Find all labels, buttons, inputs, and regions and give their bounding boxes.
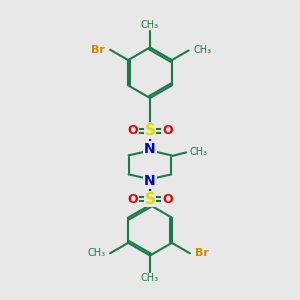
Text: CH₃: CH₃ (141, 20, 159, 30)
Text: N: N (144, 142, 156, 155)
Text: CH₃: CH₃ (141, 273, 159, 283)
Text: Br: Br (91, 45, 105, 55)
Text: S: S (145, 191, 155, 206)
Text: CH₃: CH₃ (189, 147, 207, 158)
Text: Br: Br (195, 248, 209, 258)
Text: O: O (162, 124, 172, 137)
Text: O: O (162, 193, 172, 206)
Text: N: N (144, 174, 156, 188)
Text: S: S (145, 123, 155, 138)
Text: CH₃: CH₃ (193, 45, 211, 56)
Text: O: O (128, 124, 138, 137)
Text: CH₃: CH₃ (88, 248, 106, 258)
Text: O: O (128, 193, 138, 206)
